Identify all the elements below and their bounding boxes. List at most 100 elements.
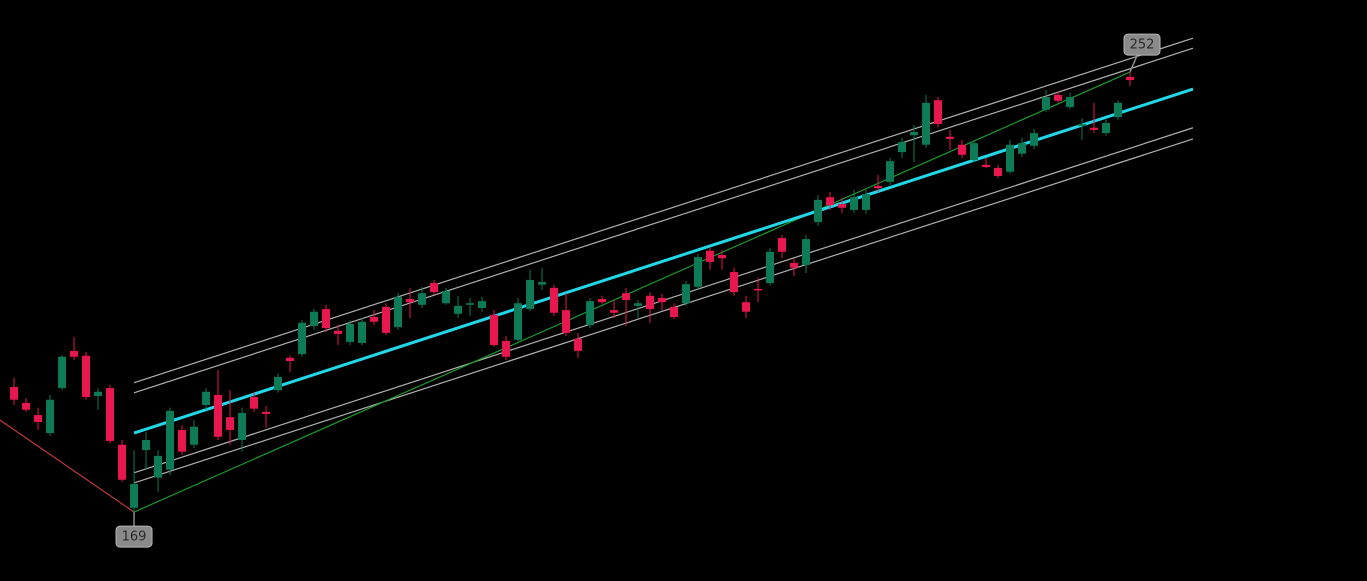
candle-body bbox=[802, 239, 811, 266]
candle-body bbox=[274, 376, 283, 391]
candle-body bbox=[550, 287, 559, 313]
candle-body bbox=[814, 199, 823, 223]
candle-body bbox=[106, 388, 115, 442]
candle-body bbox=[454, 305, 463, 314]
candle-body bbox=[166, 410, 175, 470]
candle-body bbox=[586, 301, 595, 325]
price-label-box bbox=[1123, 33, 1161, 56]
candle-body bbox=[238, 412, 247, 440]
candle-body bbox=[658, 297, 667, 303]
candle-body bbox=[502, 340, 511, 357]
candle-body bbox=[742, 302, 751, 312]
candle-body bbox=[514, 303, 523, 340]
candle-body bbox=[958, 144, 967, 155]
candle-body bbox=[262, 411, 271, 415]
candle-body bbox=[838, 204, 847, 208]
overlay-line bbox=[133, 47, 1194, 394]
candle-body bbox=[670, 306, 679, 318]
candle-body bbox=[226, 417, 235, 430]
candle-body bbox=[562, 310, 571, 333]
price-label: 169 bbox=[122, 530, 147, 545]
candle-body bbox=[250, 397, 259, 409]
candle-body bbox=[1126, 76, 1135, 81]
overlay-line bbox=[0, 419, 135, 513]
candle-body bbox=[922, 102, 931, 145]
candle-body bbox=[526, 279, 535, 310]
candle-body bbox=[334, 330, 343, 334]
candle-body bbox=[982, 164, 991, 167]
candle-body bbox=[646, 295, 655, 310]
candle-body bbox=[1018, 143, 1027, 154]
candle-body bbox=[118, 444, 127, 480]
candle-body bbox=[538, 282, 547, 285]
candle-body bbox=[970, 143, 979, 161]
candle-body bbox=[1030, 133, 1039, 146]
candle-body bbox=[34, 415, 43, 422]
candle-body bbox=[46, 399, 55, 434]
candle-body bbox=[406, 298, 415, 303]
candle-body bbox=[694, 257, 703, 287]
candle-body bbox=[730, 271, 739, 293]
candle-body bbox=[1042, 97, 1051, 110]
candle-body bbox=[82, 355, 91, 398]
candle-body bbox=[22, 402, 31, 410]
candle-body bbox=[298, 322, 307, 355]
candle-body bbox=[946, 136, 955, 139]
candle-body bbox=[370, 317, 379, 322]
candle-body bbox=[790, 262, 799, 268]
candle-body bbox=[1054, 94, 1063, 101]
candle-body bbox=[1114, 102, 1123, 118]
candle-body bbox=[130, 483, 139, 508]
candle-body bbox=[718, 254, 727, 259]
candle-body bbox=[1090, 127, 1099, 130]
overlay-line bbox=[133, 87, 1194, 435]
candle-body bbox=[94, 391, 103, 396]
price-label: 252 bbox=[1130, 38, 1155, 53]
candle-body bbox=[418, 293, 427, 305]
candle-body bbox=[682, 284, 691, 304]
candle-body bbox=[358, 321, 367, 343]
candle-body bbox=[1102, 122, 1111, 134]
candle-body bbox=[574, 338, 583, 351]
candle-body bbox=[610, 310, 619, 313]
candle-body bbox=[994, 168, 1003, 176]
candle-body bbox=[10, 386, 19, 400]
candle-body bbox=[778, 238, 787, 252]
candle-body bbox=[322, 309, 331, 329]
candle-body bbox=[142, 439, 151, 451]
candle-body bbox=[622, 293, 631, 301]
candle-body bbox=[310, 311, 319, 327]
candle-body bbox=[706, 250, 715, 262]
candle-body bbox=[862, 194, 871, 210]
candle-body bbox=[754, 288, 763, 291]
candle-body bbox=[478, 301, 487, 308]
candle-body bbox=[58, 356, 67, 389]
candle-body bbox=[178, 429, 187, 452]
candle-body bbox=[214, 394, 223, 437]
candle-body bbox=[898, 142, 907, 153]
candle-body bbox=[346, 323, 355, 342]
price-label-box bbox=[115, 525, 153, 548]
overlay-line bbox=[133, 138, 1194, 484]
candle-body bbox=[466, 303, 475, 305]
candle-body bbox=[826, 197, 835, 206]
candle-body bbox=[70, 350, 79, 357]
candle-body bbox=[634, 303, 643, 306]
candle-body bbox=[874, 186, 883, 189]
candle-body bbox=[910, 131, 919, 136]
candle-body bbox=[1006, 144, 1015, 172]
candle-body bbox=[430, 283, 439, 293]
candle-body bbox=[934, 100, 943, 125]
candle-body bbox=[154, 455, 163, 478]
candle-body bbox=[190, 426, 199, 445]
candle-body bbox=[382, 306, 391, 333]
candle-body bbox=[598, 298, 607, 303]
candle-body bbox=[766, 251, 775, 284]
candle-body bbox=[442, 291, 451, 304]
candle-body bbox=[850, 197, 859, 210]
candle-body bbox=[490, 314, 499, 346]
candle-body bbox=[1066, 97, 1075, 108]
candle-body bbox=[886, 161, 895, 182]
